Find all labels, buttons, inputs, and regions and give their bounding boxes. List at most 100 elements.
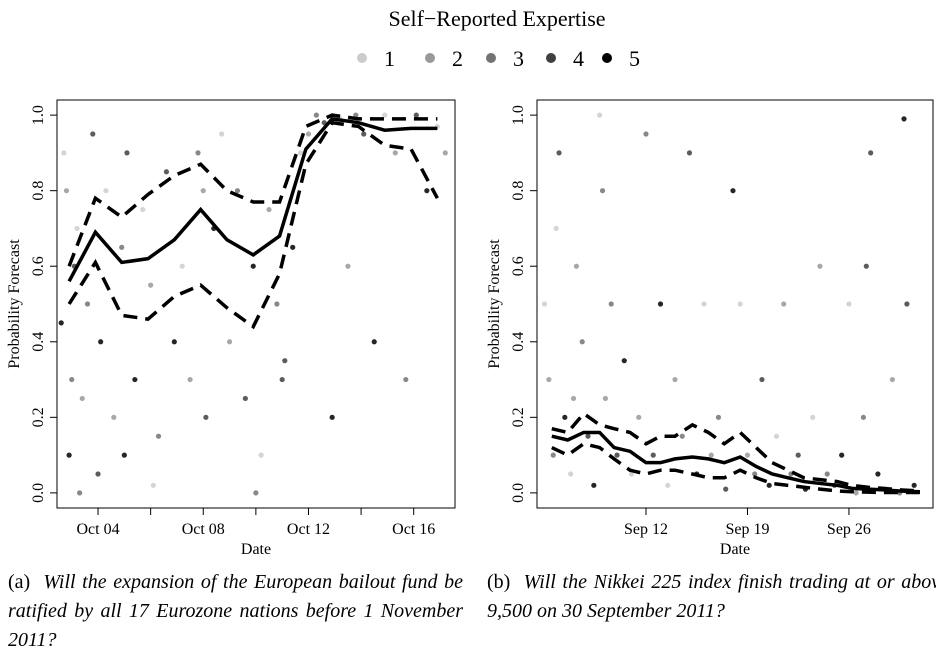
x-tick-label: Sep 19 (725, 521, 769, 538)
forecast-point (74, 225, 80, 232)
forecast-point (219, 131, 225, 137)
forecast-point (546, 376, 552, 383)
forecast-point (61, 150, 67, 156)
y-tick-label: 0.6 (30, 256, 47, 276)
legend-label: 1 (384, 46, 395, 71)
forecast-point (715, 414, 722, 420)
legend-marker (486, 53, 496, 63)
forecast-point (79, 395, 85, 402)
forecast-point (860, 414, 867, 420)
y-tick-label: 0.8 (30, 181, 47, 201)
forecast-point (708, 452, 714, 458)
x-tick-label: Sep 26 (827, 521, 871, 538)
forecast-point (361, 131, 367, 137)
forecast-point (863, 263, 869, 269)
y-tick-label: 0.2 (30, 407, 47, 427)
forecast-point (66, 452, 72, 458)
forecast-point (382, 112, 388, 118)
x-axis-label: Date (720, 541, 750, 558)
forecast-point (846, 301, 852, 307)
forecast-point (84, 301, 91, 307)
forecast-point (266, 206, 272, 213)
forecast-point (424, 188, 430, 194)
plot-frame (536, 99, 934, 509)
forecast-point (297, 150, 304, 156)
forecast-point (553, 225, 559, 232)
forecast-point (636, 414, 642, 420)
interval-line (551, 411, 921, 493)
legend-label: 4 (573, 46, 584, 71)
forecast-point (602, 395, 609, 402)
legend-marker (425, 53, 435, 63)
forecast-point (150, 482, 156, 488)
forecast-point (744, 452, 751, 458)
caption-label: (a) (8, 571, 31, 593)
y-tick-label: 0.0 (510, 483, 527, 503)
interval-line (67, 120, 439, 330)
forecast-point (274, 301, 280, 307)
forecast-point (305, 131, 312, 137)
forecast-point (773, 433, 780, 439)
y-axis-label: Probability Forecast (486, 239, 503, 369)
forecast-point (621, 358, 627, 364)
forecast-point (868, 150, 874, 156)
forecast-point (403, 376, 409, 383)
x-tick-label: Oct 08 (182, 521, 225, 538)
forecast-point (810, 414, 816, 420)
forecast-point (591, 482, 597, 488)
forecast-point (179, 263, 185, 269)
forecast-point (730, 188, 736, 194)
caption-b: (b) Will the Nikkei 225 index finish tra… (487, 568, 936, 626)
forecast-point (597, 112, 603, 118)
forecast-point (121, 452, 127, 458)
forecast-point (550, 452, 556, 458)
legend-title: Self−Reported Expertise (388, 6, 605, 31)
forecast-point (628, 471, 635, 477)
interval-line (551, 441, 920, 495)
forecast-point (781, 301, 787, 307)
forecast-point (599, 188, 606, 194)
forecast-point (392, 150, 398, 156)
forecast-point (200, 188, 206, 194)
forecast-point (672, 376, 678, 383)
forecast-point (679, 433, 685, 439)
forecast-point (723, 486, 729, 492)
forecast-point (353, 112, 359, 118)
legend-marker (602, 53, 612, 63)
forecast-point (329, 414, 335, 420)
forecast-point (95, 471, 101, 477)
forecast-point (824, 471, 830, 477)
forecast-point (650, 452, 656, 458)
forecast-point (608, 301, 614, 307)
forecast-point (90, 131, 96, 137)
forecast-point (111, 414, 117, 420)
forecast-point (171, 339, 177, 345)
forecast-point (132, 376, 138, 383)
forecast-point (795, 452, 801, 458)
y-tick-label: 0.4 (30, 332, 47, 352)
forecast-point (119, 244, 125, 250)
caption-label: (b) (487, 571, 511, 593)
legend-marker (357, 53, 367, 63)
interval-line (67, 113, 438, 267)
forecast-point (226, 339, 233, 345)
forecast-point (817, 263, 823, 269)
forecast-point (413, 112, 419, 118)
forecast-point (371, 339, 377, 345)
y-tick-label: 1.0 (510, 105, 527, 125)
forecast-point (570, 395, 577, 402)
y-tick-label: 0.4 (510, 332, 527, 352)
forecast-point (643, 131, 649, 137)
forecast-point (853, 490, 859, 496)
forecast-point (148, 282, 154, 288)
y-tick-label: 0.8 (510, 181, 527, 201)
forecast-point (58, 320, 64, 326)
forecast-point (253, 490, 259, 496)
x-tick-label: Oct 12 (287, 521, 330, 538)
forecast-point (737, 301, 743, 307)
forecast-point (901, 116, 907, 122)
forecast-point (686, 150, 693, 156)
forecast-point (701, 301, 707, 307)
forecast-point (140, 206, 146, 213)
forecast-point (839, 452, 845, 458)
